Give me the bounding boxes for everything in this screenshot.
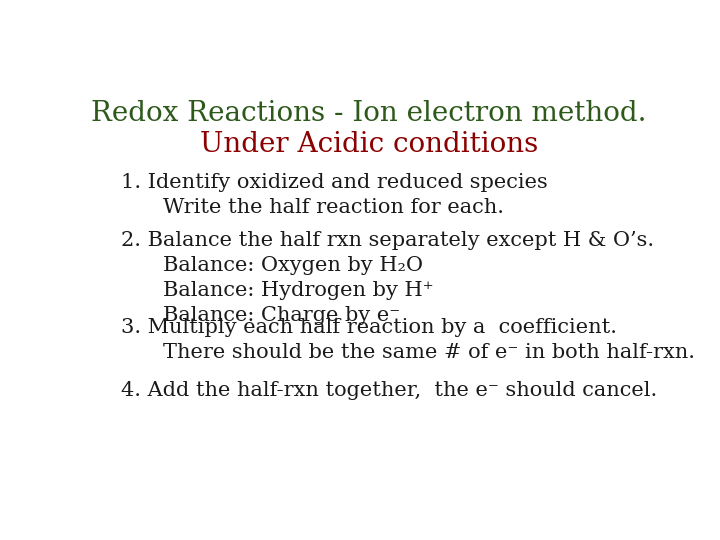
Text: Redox Reactions - Ion electron method.: Redox Reactions - Ion electron method. [91,100,647,127]
Text: 2. Balance the half rxn separately except H & O’s.: 2. Balance the half rxn separately excep… [121,231,654,250]
Text: Write the half reaction for each.: Write the half reaction for each. [163,198,503,217]
Text: Balance: Oxygen by H₂O: Balance: Oxygen by H₂O [163,256,423,275]
Text: 1. Identify oxidized and reduced species: 1. Identify oxidized and reduced species [121,173,547,192]
Text: Under Acidic conditions: Under Acidic conditions [200,131,538,158]
Text: 3. Multiply each half reaction by a  coefficient.: 3. Multiply each half reaction by a coef… [121,319,617,338]
Text: Balance: Charge by e⁻: Balance: Charge by e⁻ [163,306,400,325]
Text: Balance: Hydrogen by H⁺: Balance: Hydrogen by H⁺ [163,281,433,300]
Text: There should be the same # of e⁻ in both half-rxn.: There should be the same # of e⁻ in both… [163,343,695,362]
Text: 4. Add the half-rxn together,  the e⁻ should cancel.: 4. Add the half-rxn together, the e⁻ sho… [121,381,657,400]
